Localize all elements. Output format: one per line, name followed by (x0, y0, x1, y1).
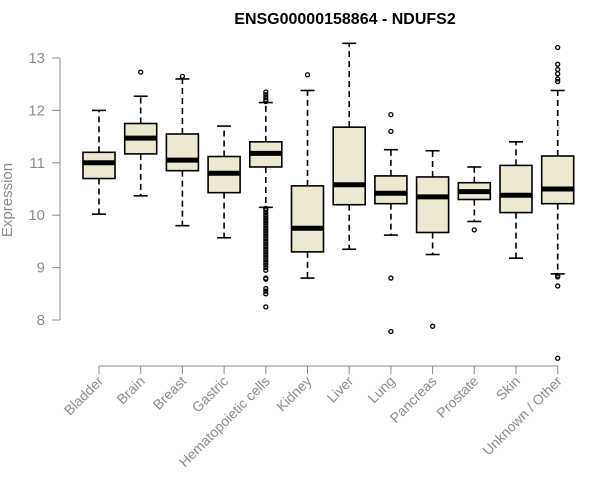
x-tick-label: Lung (365, 373, 398, 406)
outlier-point (263, 291, 269, 297)
box-group (499, 141, 533, 259)
outlier-point (388, 111, 394, 118)
x-tick-label: Prostate (433, 373, 481, 421)
outlier-point (263, 228, 269, 234)
outlier-point (388, 128, 394, 135)
y-tick-label: 8 (37, 312, 45, 329)
outlier-point (263, 238, 269, 245)
y-tick-label: 10 (28, 207, 45, 224)
x-tick-label: Unknown / Other (479, 373, 565, 459)
outlier-point (555, 76, 561, 82)
outlier-point (471, 227, 477, 233)
outlier-point (263, 89, 269, 95)
y-axis-label: Expression (0, 163, 16, 237)
outlier-point (263, 241, 269, 247)
outlier-point (429, 323, 436, 329)
outlier-point (138, 69, 144, 75)
outlier-point (263, 246, 269, 252)
outlier-point (263, 259, 269, 266)
x-tick-label: Skin (493, 373, 524, 404)
outlier-point (263, 217, 269, 224)
box-group (123, 69, 158, 197)
box-group (207, 125, 241, 239)
outlier-point (263, 212, 269, 218)
box-group (415, 149, 450, 329)
box-group (457, 166, 492, 233)
box-iqr (165, 133, 200, 172)
box-iqr (332, 126, 367, 206)
outlier-point (555, 44, 561, 51)
outlier-point (263, 225, 269, 231)
outlier-point (388, 275, 394, 281)
outlier-point (179, 73, 186, 79)
outlier-point (263, 267, 269, 273)
box-iqr (82, 151, 116, 180)
outlier-point (263, 257, 269, 263)
outlier-point (263, 276, 269, 282)
x-tick-label: Liver (324, 373, 357, 406)
outlier-point (388, 328, 394, 335)
x-tick-label: Kidney (273, 373, 315, 415)
outlier-point (263, 223, 269, 229)
outlier-point (263, 233, 269, 239)
box-iqr (499, 164, 533, 214)
box-group (249, 89, 283, 310)
outlier-point (263, 92, 269, 98)
outlier-point (263, 249, 269, 255)
box-iqr (415, 176, 450, 234)
outlier-point (304, 72, 311, 78)
y-ticks: 8 9 10 11 12 13 (28, 50, 60, 329)
outlier-point (263, 236, 269, 242)
outlier-point (263, 262, 269, 268)
boxes (82, 42, 575, 361)
box-group (540, 44, 575, 361)
x-tick-label: Bladder (61, 373, 107, 419)
outlier-point (263, 215, 269, 221)
outlier-point (263, 264, 269, 271)
box-group (332, 42, 367, 251)
outlier-point (555, 66, 561, 73)
outlier-point (263, 251, 269, 258)
y-tick-label: 11 (29, 155, 45, 172)
x-tick-label: Breast (150, 373, 190, 413)
outlier-point (555, 355, 561, 361)
box-iqr (540, 155, 575, 205)
outlier-point (263, 220, 269, 226)
outlier-point (555, 274, 561, 280)
outlier-point (555, 283, 561, 289)
outlier-point (263, 209, 269, 216)
outlier-point (263, 243, 269, 250)
box-iqr (290, 185, 325, 253)
outlier-point (263, 285, 269, 292)
outlier-point (263, 288, 269, 294)
outlier-point (263, 230, 269, 237)
outlier-point (263, 254, 269, 260)
x-tick-label: Brain (113, 373, 147, 407)
outlier-point (263, 207, 269, 213)
box-group (290, 72, 325, 279)
box-group (82, 109, 116, 215)
outlier-point (555, 71, 561, 77)
outlier-point (555, 61, 561, 67)
y-tick-label: 9 (37, 260, 45, 277)
box-iqr (374, 175, 408, 205)
y-tick-label: 12 (28, 102, 45, 119)
y-tick-label: 13 (28, 50, 45, 67)
box-group (165, 73, 200, 227)
box-group (374, 111, 408, 335)
outlier-point (263, 304, 269, 310)
outlier-point (263, 98, 269, 105)
chart-title: ENSG00000158864 - NDUFS2 (234, 11, 456, 28)
outlier-point (555, 78, 561, 85)
